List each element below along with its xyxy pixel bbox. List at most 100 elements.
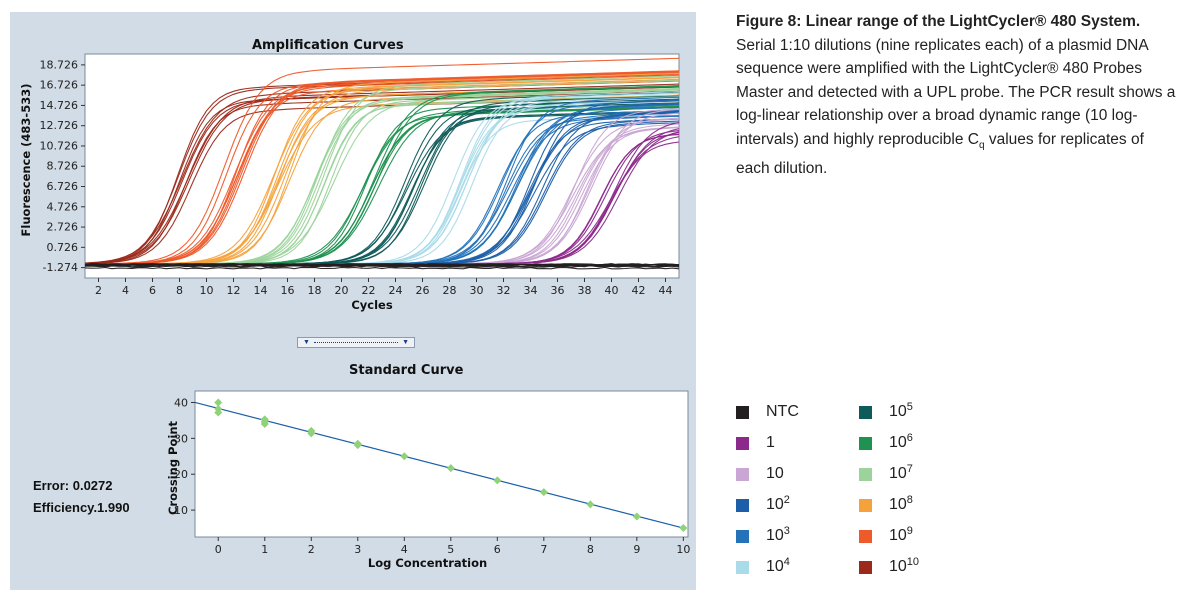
caption-bold: Figure 8: Linear range of the LightCycle… <box>736 13 1141 30</box>
legend-label-exponent: 6 <box>906 432 913 444</box>
data-point <box>400 452 409 461</box>
x-tick-label: 4 <box>122 284 129 297</box>
data-point <box>632 512 641 521</box>
curve-10e9-rep <box>85 71 680 265</box>
caption-subscript: q <box>978 139 985 151</box>
std-plot-area <box>194 390 689 538</box>
y-tick-label: 10.726 <box>40 139 79 152</box>
y-tick-label: -1.274 <box>43 261 78 274</box>
curve-10e8-rep <box>85 77 680 265</box>
legend-label: 108 <box>889 494 913 514</box>
x-tick-label: 0 <box>215 543 222 556</box>
legend-label: 109 <box>889 525 913 545</box>
efficiency-stat: Efficiency.1.990 <box>33 500 130 515</box>
legend-label-base: 10 <box>766 465 784 482</box>
legend-swatch <box>736 437 749 450</box>
x-axis-label: Log Concentration <box>368 556 487 570</box>
curve-NTC-rep <box>84 263 680 267</box>
x-tick-label: 38 <box>578 284 592 297</box>
amplification-chart-title: Amplification Curves <box>252 38 404 53</box>
curve-10e9-rep <box>85 71 680 265</box>
error-stat: Error: 0.0272 <box>33 478 113 493</box>
legend-label-exponent: 10 <box>906 556 920 568</box>
legend-swatch <box>859 530 872 543</box>
legend-swatch <box>859 437 872 450</box>
x-tick-label: 22 <box>362 284 376 297</box>
legend-label-base: 10 <box>889 496 907 513</box>
y-tick-label: 8.726 <box>47 160 79 173</box>
legend-swatch <box>736 406 749 419</box>
legend-label-exponent: 4 <box>783 556 790 568</box>
y-axis-label: Fluorescence (483-533) <box>19 84 33 237</box>
x-tick-label: 3 <box>354 543 361 556</box>
legend-label: 107 <box>889 463 913 483</box>
x-tick-label: 8 <box>176 284 183 297</box>
x-tick-label: 16 <box>281 284 295 297</box>
y-tick-label: 14.726 <box>40 99 79 112</box>
x-tick-label: 12 <box>227 284 241 297</box>
x-tick-label: 34 <box>524 284 538 297</box>
data-point <box>539 488 548 497</box>
legend-label-base: 10 <box>889 465 907 482</box>
legend-label: 10 <box>766 465 784 483</box>
legend-label: NTC <box>766 403 799 421</box>
data-point <box>679 524 688 533</box>
x-tick-label: 14 <box>254 284 268 297</box>
data-point <box>214 408 223 417</box>
data-points <box>214 398 688 533</box>
legend-label: 1010 <box>889 556 920 576</box>
legend-label-base: 10 <box>766 558 784 575</box>
legend-label-exponent: 7 <box>906 463 913 475</box>
fit-line <box>194 401 684 529</box>
curve-NTC-rep <box>85 264 680 268</box>
caption-text-end: values for replicates of each dilution. <box>736 130 1144 178</box>
curve-NTC-rep <box>84 266 680 270</box>
y-tick-label: 40 <box>174 396 188 409</box>
x-tick-label: 1 <box>261 543 268 556</box>
legend-label: 102 <box>766 494 790 514</box>
curve-10e9-rep <box>85 57 680 265</box>
x-tick-label: 8 <box>587 543 594 556</box>
x-tick-label: 42 <box>632 284 646 297</box>
legend-label-base: 10 <box>889 403 907 420</box>
legend-label-exponent: 8 <box>906 494 913 506</box>
legend-label-base: NTC <box>766 403 799 420</box>
x-tick-label: 26 <box>416 284 430 297</box>
legend-label-base: 10 <box>766 527 784 544</box>
data-point <box>353 441 362 450</box>
legend-swatch <box>859 468 872 481</box>
y-tick-label: 20 <box>174 468 188 481</box>
data-point <box>214 398 223 407</box>
x-tick-label: 2 <box>95 284 102 297</box>
legend-swatch <box>736 530 749 543</box>
x-tick-label: 4 <box>401 543 408 556</box>
legend-label-exponent: 3 <box>783 525 790 537</box>
standard-curve-title: Standard Curve <box>349 363 464 378</box>
legend-swatch <box>736 499 749 512</box>
legend-label-exponent: 9 <box>906 525 913 537</box>
standard-axes: 10 20 30 40 0 1 2 3 4 5 6 7 8 9 10 Log Concentration Cro… <box>166 396 690 570</box>
x-tick-label: 9 <box>633 543 640 556</box>
legend-label: 105 <box>889 401 913 421</box>
x-tick-label: 32 <box>497 284 511 297</box>
x-tick-label: 30 <box>470 284 484 297</box>
x-tick-label: 10 <box>200 284 214 297</box>
chart-scroll-widget[interactable]: ▼ ▼ <box>297 337 415 348</box>
x-tick-label: 6 <box>494 543 501 556</box>
legend-label: 106 <box>889 432 913 452</box>
scroll-down-arrow-icon-right[interactable]: ▼ <box>402 339 409 346</box>
x-tick-label: 2 <box>308 543 315 556</box>
data-point <box>260 420 269 429</box>
amplification-chart: 18.726 16.726 14.726 12.726 10.726 8.726 6.726… <box>19 53 680 312</box>
scroll-down-arrow-icon[interactable]: ▼ <box>303 339 310 346</box>
caption-text: Serial 1:10 dilutions (nine replicates e… <box>736 36 1176 148</box>
y-tick-label: 18.726 <box>40 58 79 71</box>
x-tick-label: 44 <box>659 284 673 297</box>
figure-caption: Figure 8: Linear range of the LightCycle… <box>736 10 1176 181</box>
y-axis-label: Crossing Point <box>166 420 180 515</box>
y-tick-label: 12.726 <box>40 119 79 132</box>
x-tick-label: 28 <box>443 284 457 297</box>
legend-label-exponent: 2 <box>783 494 790 506</box>
data-point <box>586 500 595 509</box>
data-point <box>493 476 502 485</box>
